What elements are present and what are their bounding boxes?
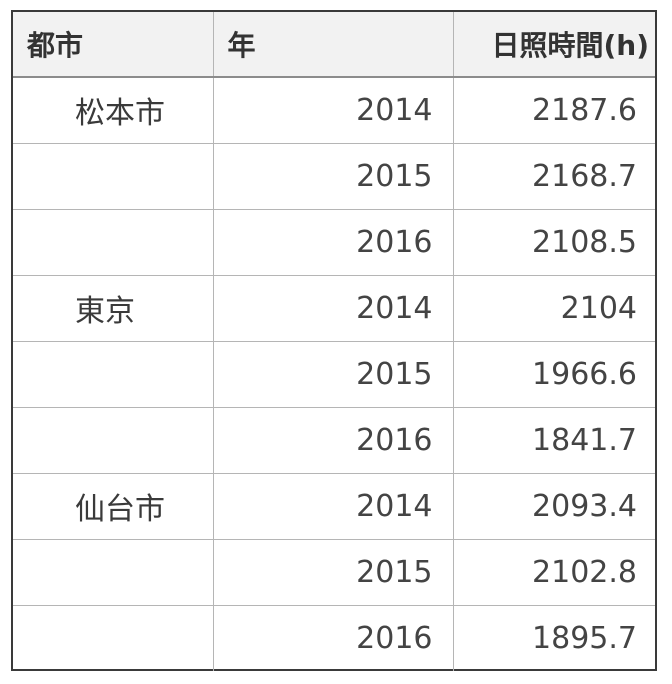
cell-sunshine: 1895.7 [452,604,655,671]
cell-year: 2014 [212,472,454,540]
header-year[interactable]: 年 [212,12,454,78]
cell-year: 2015 [212,340,454,408]
header-sunshine-hours[interactable]: 日照時間(h) [452,12,655,78]
table-header: 都市 年 日照時間(h) [13,12,655,78]
cell-year: 2015 [212,142,454,210]
cell-city: 松本市 [13,76,214,144]
cell-year: 2016 [212,604,454,671]
cell-year: 2016 [212,208,454,276]
cell-sunshine: 2108.5 [452,208,655,276]
cell-sunshine: 2102.8 [452,538,655,606]
table-row: 仙台市 2014 2093.4 [13,472,655,540]
table-row: 2015 1966.6 [13,340,655,408]
table-body: 松本市 2014 2187.6 2015 2168.7 2016 2108.5 … [13,76,655,671]
cell-city [13,538,214,606]
header-row: 都市 年 日照時間(h) [13,12,655,78]
cell-city: 東京 [13,274,214,342]
cell-year: 2016 [212,406,454,474]
cell-city [13,604,214,671]
table-row: 2016 1841.7 [13,406,655,474]
cell-city [13,208,214,276]
sunshine-table: 都市 年 日照時間(h) 松本市 2014 2187.6 2015 2168.7… [13,12,655,671]
table-row: 松本市 2014 2187.6 [13,76,655,144]
cell-city: 仙台市 [13,472,214,540]
header-city[interactable]: 都市 [13,12,214,78]
cell-city [13,406,214,474]
table-row: 2015 2168.7 [13,142,655,210]
cell-sunshine: 2187.6 [452,76,655,144]
table-row: 2016 1895.7 [13,604,655,671]
cell-year: 2014 [212,274,454,342]
cell-sunshine: 2093.4 [452,472,655,540]
cell-sunshine: 2168.7 [452,142,655,210]
cell-sunshine: 1841.7 [452,406,655,474]
table-row: 2016 2108.5 [13,208,655,276]
sunshine-table-container: 都市 年 日照時間(h) 松本市 2014 2187.6 2015 2168.7… [11,10,657,671]
table-row: 東京 2014 2104 [13,274,655,342]
table-row: 2015 2102.8 [13,538,655,606]
cell-sunshine: 2104 [452,274,655,342]
cell-city [13,340,214,408]
cell-sunshine: 1966.6 [452,340,655,408]
cell-year: 2015 [212,538,454,606]
cell-city [13,142,214,210]
cell-year: 2014 [212,76,454,144]
